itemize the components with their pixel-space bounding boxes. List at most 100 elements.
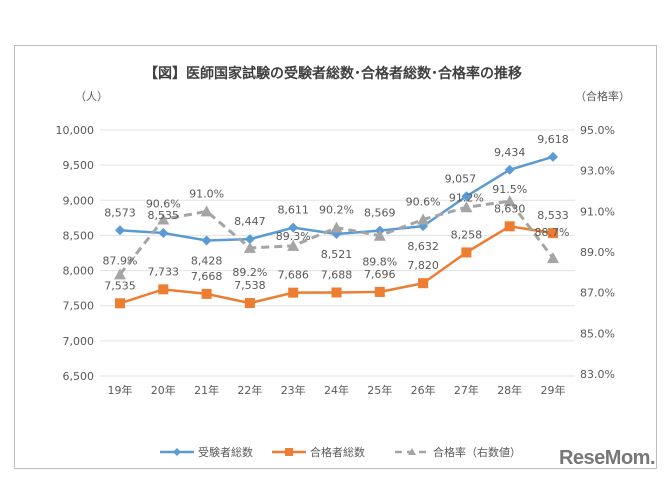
data-point — [548, 151, 558, 162]
data-point — [158, 227, 169, 238]
data-point — [373, 229, 386, 241]
x-tick-label: 24年 — [324, 383, 349, 397]
data-point — [331, 287, 342, 298]
legend-marker-diamond — [173, 448, 181, 456]
left-tick-label: 9,000 — [63, 194, 95, 207]
legend-marker-triangle — [408, 448, 416, 455]
left-tick-label: 8,500 — [63, 229, 95, 242]
right-tick-label: 85.0% — [580, 327, 615, 340]
left-tick-label: 6,500 — [63, 370, 95, 383]
data-label: 8,521 — [321, 248, 353, 261]
legend-label: 合格率（右数値） — [433, 445, 521, 459]
data-label: 91.5% — [492, 183, 527, 196]
data-label: 8,632 — [407, 240, 439, 253]
data-point — [548, 228, 558, 239]
data-label: 90.6% — [406, 195, 441, 208]
data-label: 7,733 — [148, 265, 180, 278]
x-tick-label: 28年 — [497, 383, 522, 397]
data-point — [158, 284, 169, 295]
right-tick-label: 91.0% — [580, 205, 615, 218]
data-label: 8,630 — [494, 202, 526, 215]
data-point — [287, 239, 300, 251]
data-point — [504, 164, 515, 175]
data-point — [115, 298, 125, 309]
data-point — [243, 241, 256, 253]
x-tick-label: 26年 — [411, 383, 436, 397]
data-label: 8,535 — [148, 209, 180, 222]
x-tick-label: 27年 — [454, 383, 479, 397]
data-label: 8,428 — [191, 254, 223, 267]
data-label: 8,533 — [537, 209, 569, 222]
chart-frame — [14, 45, 657, 469]
data-label: 9,618 — [537, 133, 569, 146]
data-label: 91.2% — [449, 191, 484, 204]
data-label: 7,538 — [234, 279, 266, 292]
x-tick-label: 22年 — [237, 383, 262, 397]
data-point — [114, 268, 126, 280]
data-label: 88.7% — [535, 226, 570, 239]
data-point — [200, 205, 213, 217]
data-label: 8,611 — [277, 204, 309, 217]
data-point — [460, 201, 473, 213]
resemom-logo: ReseMom. — [558, 447, 656, 469]
left-tick-label: 8,000 — [63, 265, 95, 278]
data-label: 91.0% — [189, 187, 224, 200]
data-point — [503, 195, 516, 207]
x-tick-label: 23年 — [281, 383, 306, 397]
chart-title: 【図】医師国家試験の受験者総数･合格者総数･合格率の推移 — [144, 65, 522, 82]
left-axis-label: （人） — [75, 90, 108, 103]
data-point — [330, 221, 343, 233]
data-label: 7,820 — [407, 259, 439, 272]
data-point — [201, 235, 212, 246]
data-label: 8,447 — [234, 215, 266, 228]
x-tick-label: 21年 — [194, 383, 219, 397]
right-tick-label: 93.0% — [580, 165, 615, 178]
data-point — [504, 221, 515, 232]
data-label: 7,668 — [191, 270, 223, 283]
right-axis-label: （合格率） — [575, 89, 630, 103]
data-point — [461, 191, 472, 202]
data-label: 8,258 — [451, 228, 483, 241]
data-point — [547, 252, 559, 264]
x-tick-label: 25年 — [367, 383, 392, 397]
data-point — [418, 278, 429, 289]
data-label: 90.2% — [319, 204, 354, 217]
right-tick-label: 89.0% — [580, 246, 615, 259]
data-label: 90.6% — [146, 197, 181, 210]
data-label: 8,569 — [364, 207, 396, 220]
data-label: 7,686 — [277, 269, 309, 282]
data-label: 7,535 — [104, 279, 136, 292]
data-point — [244, 234, 255, 245]
data-label: 89.2% — [232, 266, 267, 279]
right-tick-label: 87.0% — [580, 287, 615, 300]
data-point — [417, 213, 430, 225]
data-label: 9,434 — [494, 146, 526, 159]
data-label: 7,688 — [321, 269, 353, 282]
legend-marker-square — [285, 448, 293, 456]
data-point — [288, 287, 299, 298]
data-point — [244, 298, 255, 309]
x-tick-label: 20年 — [151, 383, 176, 397]
data-label: 87.9% — [103, 254, 138, 267]
legend-label: 合格者総数 — [310, 445, 365, 459]
data-label: 7,696 — [364, 268, 396, 281]
x-tick-label: 29年 — [541, 383, 566, 397]
data-label: 89.8% — [362, 256, 397, 269]
data-point — [201, 288, 212, 299]
x-tick-label: 19年 — [108, 383, 133, 397]
data-point — [288, 222, 299, 233]
left-tick-label: 7,500 — [63, 300, 95, 313]
data-label: 8,573 — [104, 206, 136, 219]
data-point — [374, 286, 385, 297]
left-tick-label: 9,500 — [63, 159, 95, 172]
left-tick-label: 7,000 — [63, 335, 95, 348]
data-point — [157, 213, 170, 225]
right-tick-label: 83.0% — [580, 368, 615, 381]
data-point — [461, 247, 472, 258]
data-point — [115, 225, 125, 236]
data-label: 9,057 — [445, 172, 477, 185]
right-tick-label: 95.0% — [580, 124, 615, 137]
data-label: 89.3% — [276, 230, 311, 243]
legend-label: 受験者総数 — [198, 445, 253, 459]
